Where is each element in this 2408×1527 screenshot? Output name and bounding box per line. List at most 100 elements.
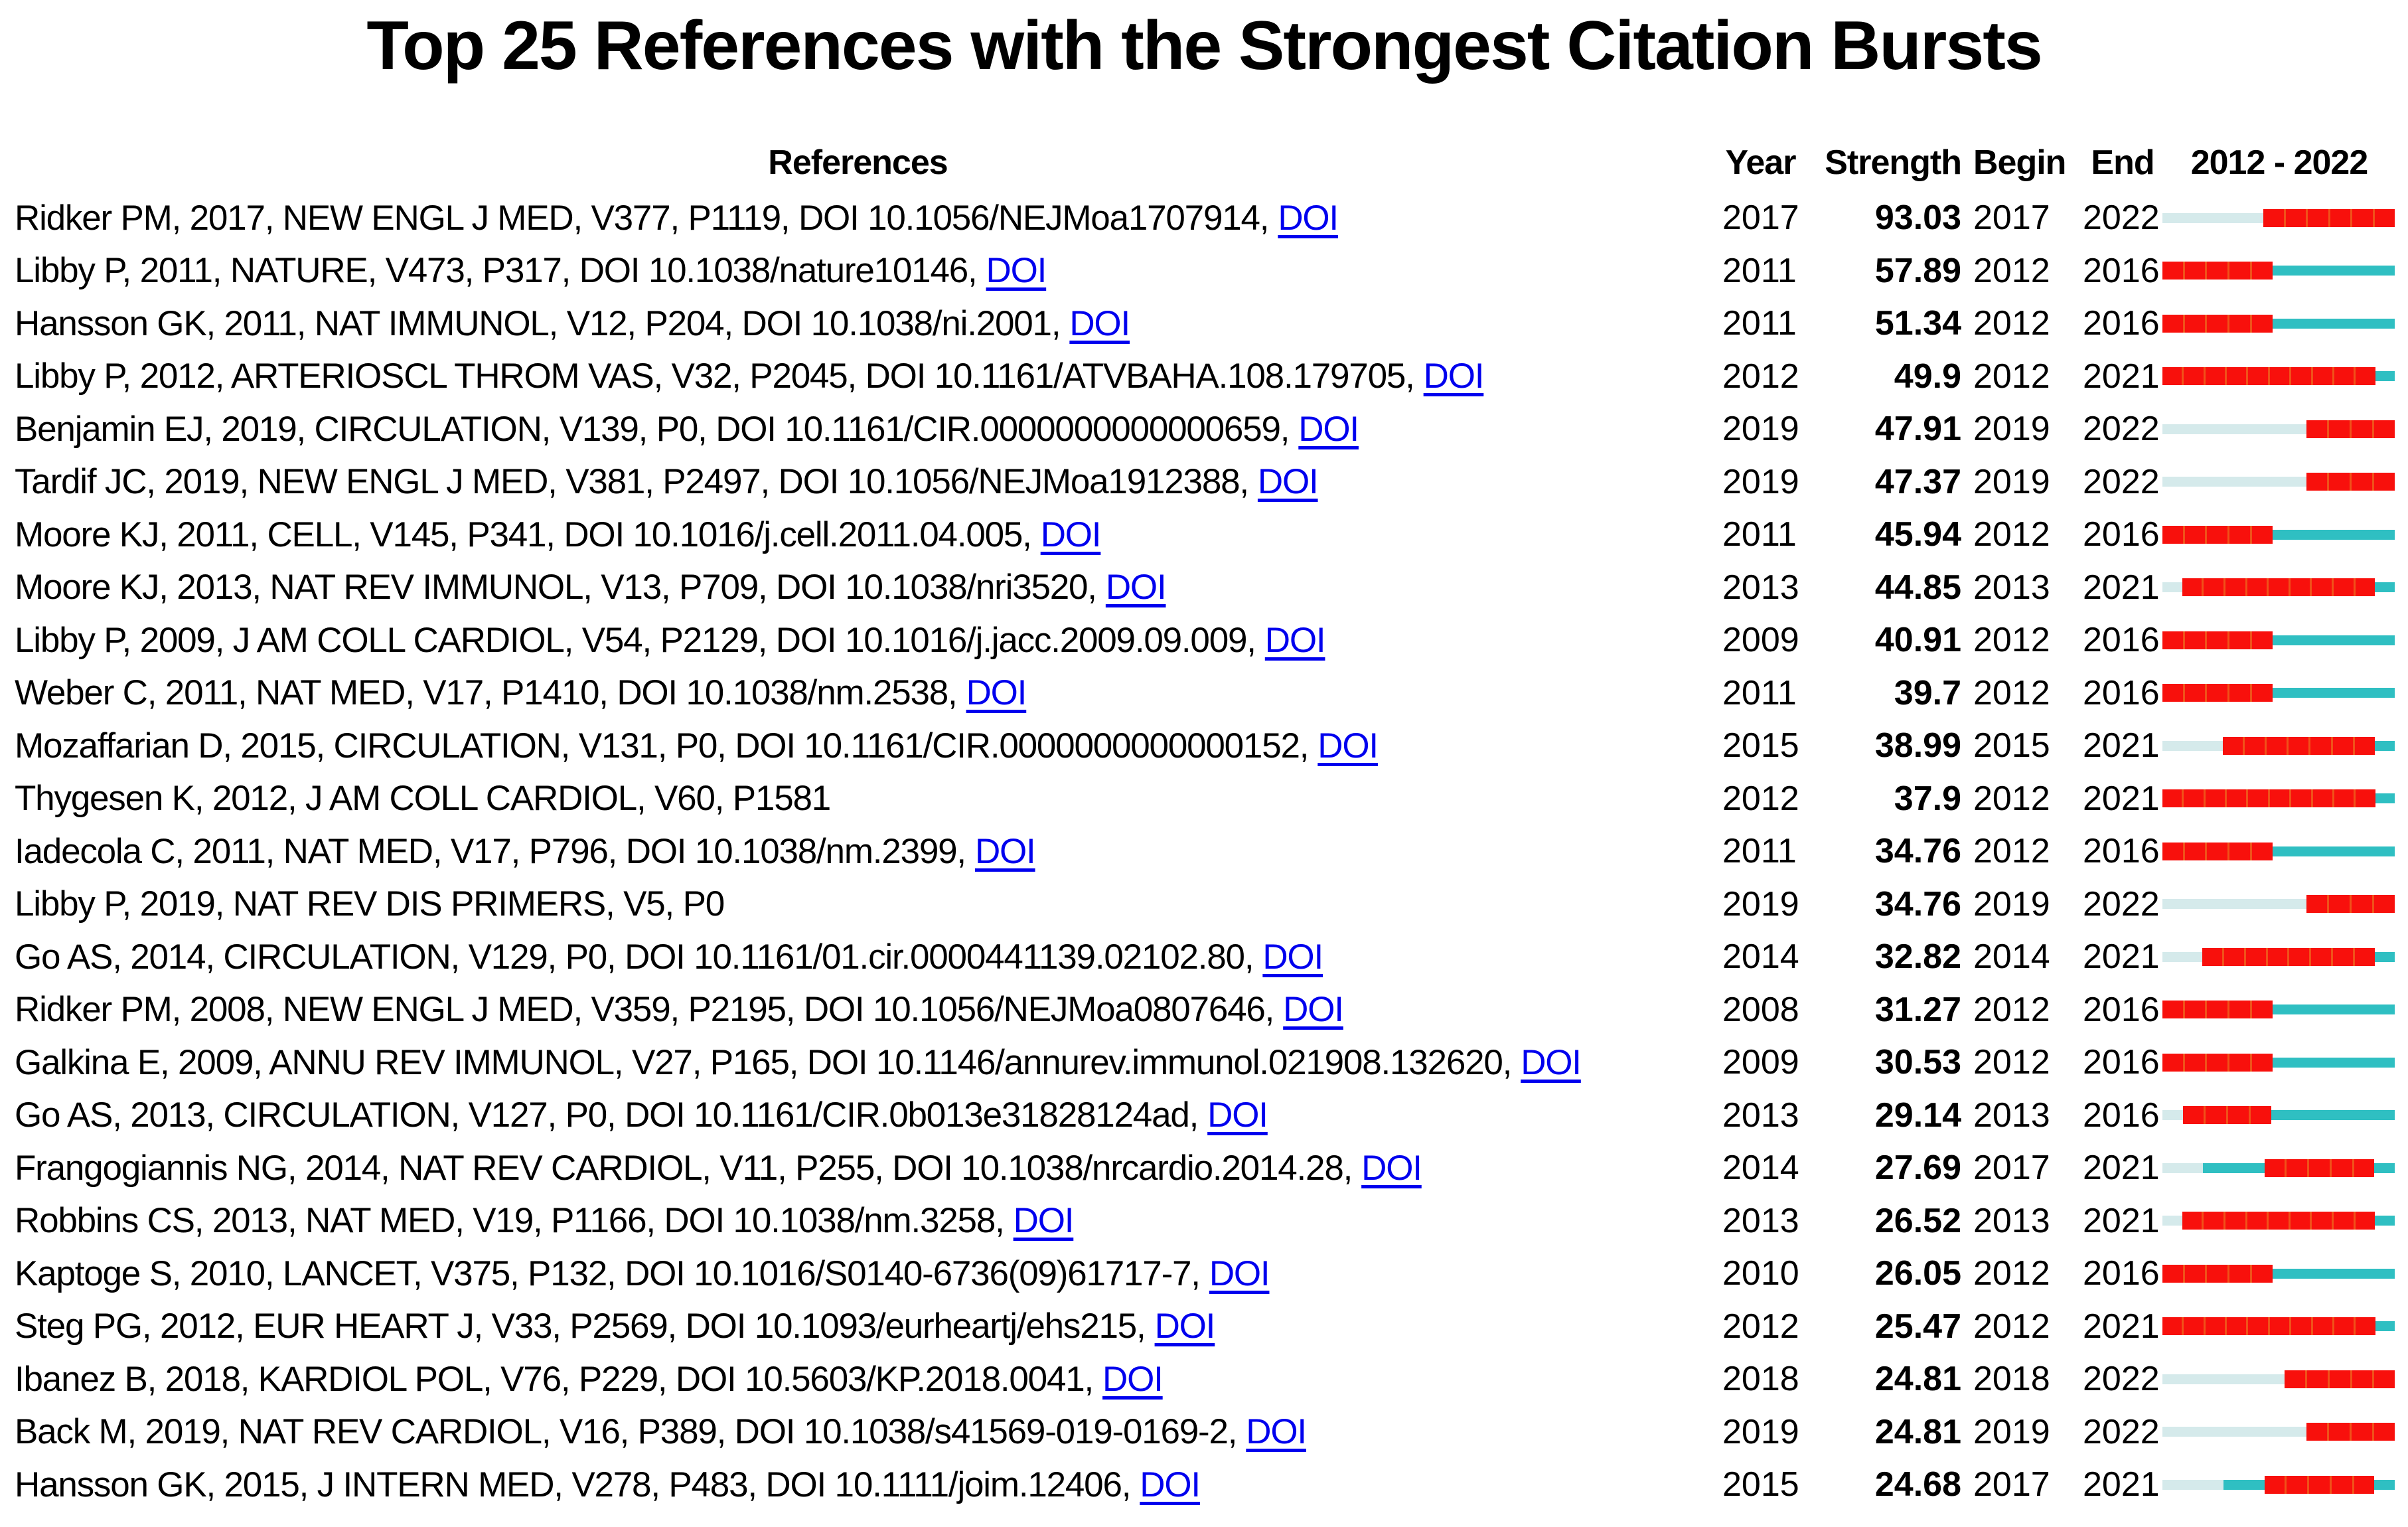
table-row: Libby P, 2011, NATURE, V473, P317, DOI 1… xyxy=(0,244,2408,297)
end-value: 2021 xyxy=(2083,779,2160,818)
bar-segment-pre-publication xyxy=(2162,212,2183,223)
year-value: 2014 xyxy=(1722,937,1799,977)
bar-segment-burst xyxy=(2306,895,2327,914)
doi-link[interactable]: DOI xyxy=(1521,1042,1582,1082)
reference-cell: Moore KJ, 2013, NAT REV IMMUNOL, V13, P7… xyxy=(0,567,1676,607)
bar-segment-pre-publication xyxy=(2286,424,2306,434)
burst-bar xyxy=(2162,895,2395,914)
doi-link[interactable]: DOI xyxy=(1246,1412,1307,1452)
doi-link[interactable]: DOI xyxy=(1317,726,1379,765)
year-value: 2009 xyxy=(1722,1043,1799,1082)
burst-bar-cell xyxy=(2162,1053,2396,1072)
doi-link[interactable]: DOI xyxy=(1105,568,1167,607)
bar-segment-burst xyxy=(2203,367,2225,386)
begin-value: 2012 xyxy=(1973,832,2050,871)
bar-segment-active xyxy=(2354,529,2375,540)
bar-segment-burst xyxy=(2354,789,2375,808)
bar-segment-burst xyxy=(2306,473,2327,491)
bar-segment-pre-publication xyxy=(2162,582,2182,593)
doi-link[interactable]: DOI xyxy=(1069,303,1130,343)
doi-link[interactable]: DOI xyxy=(1262,937,1323,977)
bar-segment-pre-publication xyxy=(2183,477,2204,487)
bar-segment-burst xyxy=(2182,1212,2202,1230)
bar-segment-active xyxy=(2243,1163,2265,1173)
burst-bar-cell xyxy=(2162,736,2396,755)
strength-value: 24.81 xyxy=(1874,1360,1961,1399)
bar-segment-pre-publication xyxy=(2224,424,2245,434)
doi-link[interactable]: DOI xyxy=(1423,357,1485,396)
doi-link[interactable]: DOI xyxy=(1154,1307,1216,1346)
bar-segment-burst xyxy=(2372,208,2395,227)
doi-link[interactable]: DOI xyxy=(1361,1148,1422,1188)
bar-segment-pre-publication xyxy=(2203,1374,2224,1384)
bar-segment-pre-publication xyxy=(2183,899,2204,910)
header-period: 2012 - 2022 xyxy=(2190,143,2369,182)
burst-bar-cell xyxy=(2162,1212,2396,1230)
end-value: 2021 xyxy=(2083,568,2160,607)
doi-link[interactable]: DOI xyxy=(986,251,1047,291)
doi-link[interactable]: DOI xyxy=(974,831,1036,871)
bar-segment-burst xyxy=(2354,1317,2375,1336)
doi-link[interactable]: DOI xyxy=(966,673,1027,713)
strength-value: 25.47 xyxy=(1874,1307,1961,1346)
begin-value: 2019 xyxy=(1973,462,2050,501)
bar-segment-active xyxy=(2333,846,2354,856)
begin-value: 2013 xyxy=(1973,1095,2050,1135)
bar-segment-burst xyxy=(2307,1159,2330,1177)
burst-bar-cell xyxy=(2162,1106,2396,1125)
doi-link[interactable]: DOI xyxy=(1257,462,1319,502)
bar-segment-burst xyxy=(2306,420,2327,438)
doi-link[interactable]: DOI xyxy=(1298,409,1359,449)
table-row: Back M, 2019, NAT REV CARDIOL, V16, P389… xyxy=(0,1406,2408,1459)
bar-segment-active xyxy=(2313,318,2334,329)
strength-value: 24.81 xyxy=(1874,1412,1961,1451)
doi-link[interactable]: DOI xyxy=(1207,1095,1268,1135)
burst-bar xyxy=(2162,208,2395,227)
reference-text: Hansson GK, 2011, NAT IMMUNOL, V12, P204… xyxy=(15,303,1061,343)
bar-segment-burst xyxy=(2372,895,2395,914)
table-row: Ridker PM, 2008, NEW ENGL J MED, V359, P… xyxy=(0,983,2408,1036)
burst-bar-cell xyxy=(2162,420,2396,438)
doi-link[interactable]: DOI xyxy=(1013,1201,1075,1241)
doi-link[interactable]: DOI xyxy=(1040,515,1102,554)
bar-segment-burst xyxy=(2249,631,2273,649)
bar-segment-burst xyxy=(2327,1370,2350,1388)
bar-segment-pre-publication xyxy=(2223,212,2243,223)
bar-segment-burst xyxy=(2287,947,2310,966)
bar-segment-pre-publication xyxy=(2202,740,2223,751)
bar-segment-burst xyxy=(2205,1264,2228,1283)
table-row: Robbins CS, 2013, NAT MED, V19, P1166, D… xyxy=(0,1194,2408,1247)
burst-bar xyxy=(2162,525,2395,544)
bar-segment-burst xyxy=(2372,1370,2395,1388)
bar-segment-pre-publication xyxy=(2286,477,2306,487)
burst-bar-cell xyxy=(2162,367,2396,386)
bar-segment-active xyxy=(2272,1268,2293,1279)
doi-link[interactable]: DOI xyxy=(1278,198,1339,238)
doi-link[interactable]: DOI xyxy=(1140,1465,1201,1504)
bar-segment-pre-publication xyxy=(2203,1479,2224,1490)
bar-segment-active xyxy=(2313,266,2334,276)
strength-value: 47.91 xyxy=(1874,410,1961,449)
bar-segment-burst xyxy=(2352,1159,2375,1177)
doi-link[interactable]: DOI xyxy=(1264,620,1326,660)
bar-segment-burst xyxy=(2249,684,2273,702)
bar-segment-burst xyxy=(2226,1106,2249,1125)
begin-value: 2014 xyxy=(1973,937,2050,977)
reference-cell: Libby P, 2009, J AM COLL CARDIOL, V54, P… xyxy=(0,620,1676,661)
bar-segment-burst xyxy=(2372,473,2395,491)
doi-link[interactable]: DOI xyxy=(1209,1253,1270,1293)
end-value: 2016 xyxy=(2083,304,2160,343)
strength-value: 34.76 xyxy=(1874,832,1961,871)
bar-segment-active xyxy=(2333,318,2354,329)
bar-segment-pre-publication xyxy=(2245,424,2265,434)
doi-link[interactable]: DOI xyxy=(1102,1359,1164,1399)
bar-segment-burst xyxy=(2353,947,2375,966)
reference-text: Ibanez B, 2018, KARDIOL POL, V76, P229, … xyxy=(15,1359,1094,1399)
bar-segment-active xyxy=(2313,846,2334,856)
bar-segment-active xyxy=(2272,1057,2293,1068)
bar-segment-burst xyxy=(2265,947,2288,966)
burst-bar-cell xyxy=(2162,578,2396,597)
bar-segment-burst xyxy=(2242,736,2265,755)
doi-link[interactable]: DOI xyxy=(1283,990,1344,1030)
strength-value: 47.37 xyxy=(1874,462,1961,501)
